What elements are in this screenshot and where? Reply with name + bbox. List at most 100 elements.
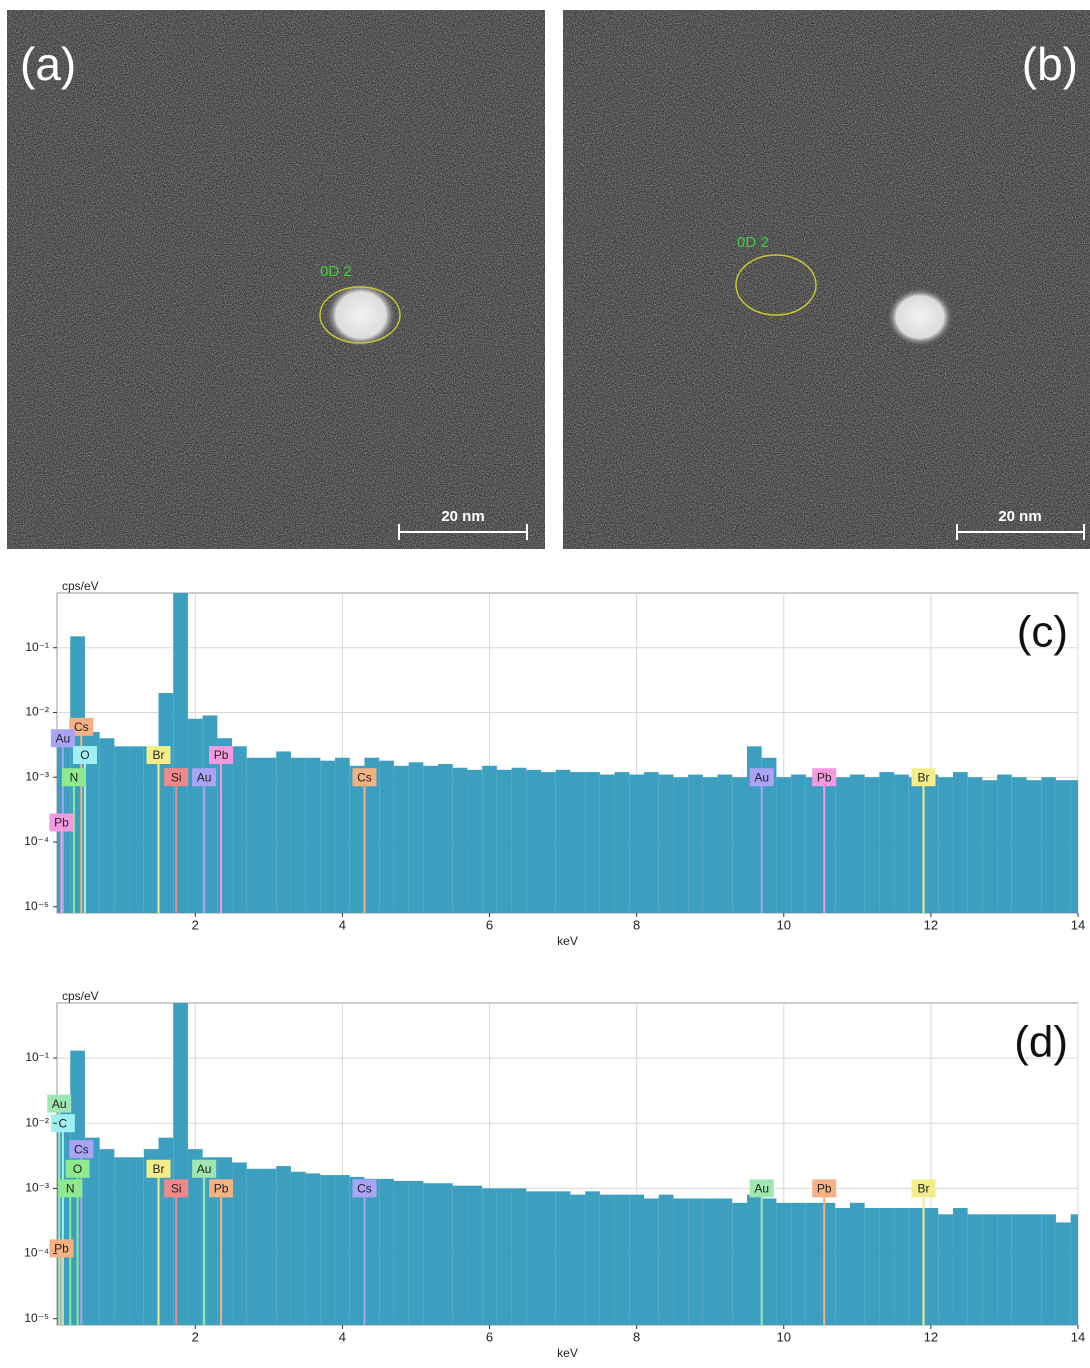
element-tag-label: O [73,1162,82,1176]
bar [746,1194,762,1325]
bar [408,762,424,913]
bar [408,1180,424,1325]
bar [599,774,615,913]
bar [305,757,321,913]
element-tag [47,1094,72,1113]
element-tag-label: Au [52,1097,67,1111]
bar [732,1202,747,1325]
bar [202,1157,218,1325]
element-tag-label: Au [754,770,769,784]
bar [644,1198,659,1325]
bar [187,1149,203,1325]
x-tick-label: 14 [1071,1329,1085,1344]
bar [555,769,571,913]
bar [864,1207,880,1325]
bar [482,1188,497,1325]
element-tag-label: Cs [357,1182,372,1196]
x-tick-label: 4 [339,1329,346,1344]
bar [864,777,880,913]
x-tick-label: 6 [486,917,493,932]
bar [99,738,115,913]
element-tag-label: Si [171,770,182,784]
bar [438,764,453,913]
bar [187,718,203,913]
panel-label: (c) [1017,608,1068,657]
roi-label: 0D 2 [320,263,352,280]
bar [335,757,350,913]
bar [276,1166,291,1325]
bar [923,774,939,913]
y-tick-label: 10⁻⁴ [24,834,49,848]
element-tag [209,746,234,765]
bar [820,772,836,913]
element-tag-label: C [59,1116,68,1130]
element-tag [911,768,936,787]
bar [84,731,100,913]
bar [849,1202,865,1325]
bar [276,751,291,913]
bar [746,746,762,913]
bar [997,1214,1012,1325]
element-tag-label: Au [754,1182,769,1196]
bar [835,1207,850,1325]
bar [541,1191,556,1325]
bar [511,1188,527,1325]
bar [246,1168,262,1325]
bar [129,1157,144,1325]
bar [702,1198,718,1325]
bar [894,1207,909,1325]
element-tag-label: Au [197,1162,212,1176]
bar [99,1149,115,1325]
element-tag [49,1239,74,1258]
bar [894,774,909,913]
bar [290,1171,306,1325]
bar [761,1198,777,1325]
y-axis-label: cps/eV [62,579,99,593]
bar [143,746,159,913]
bar [261,757,277,913]
bar [423,1183,439,1325]
bar [908,777,924,913]
bar [1070,780,1078,913]
bar [202,715,218,913]
bar [541,772,556,913]
y-tick-label: 10⁻² [25,1115,49,1129]
bar [467,769,483,913]
bar [320,1175,336,1325]
element-tag [164,1179,189,1198]
bar [849,774,865,913]
bar [143,1149,159,1325]
bar [1055,780,1071,913]
bar [393,765,409,913]
x-tick-label: 10 [777,917,791,932]
bar [673,777,689,913]
y-tick-label: 10⁻³ [25,1181,49,1195]
bar [879,772,895,913]
element-tag [352,768,377,787]
element-tag [61,768,86,787]
element-tag-label: Br [153,748,165,762]
element-tag-label: Pb [817,1182,832,1196]
bar [791,1202,806,1325]
bar [570,1194,586,1325]
bar [1055,1222,1071,1325]
bar [232,746,247,913]
bar [496,769,512,913]
bar [702,777,718,913]
bar [688,1198,703,1325]
bar [393,1180,409,1325]
bar [805,777,821,913]
element-tag [749,768,774,787]
element-tag-label: Br [918,1182,930,1196]
bar [349,765,365,913]
element-tag [812,768,837,787]
y-tick-label: 10⁻³ [25,769,49,783]
element-tag [50,729,75,748]
element-tag [58,1179,83,1198]
element-tag-label: Cs [357,770,372,784]
bar [923,1207,939,1325]
element-tag [65,1159,90,1178]
x-tick-label: 10 [777,1329,791,1344]
x-tick-label: 2 [192,1329,199,1344]
